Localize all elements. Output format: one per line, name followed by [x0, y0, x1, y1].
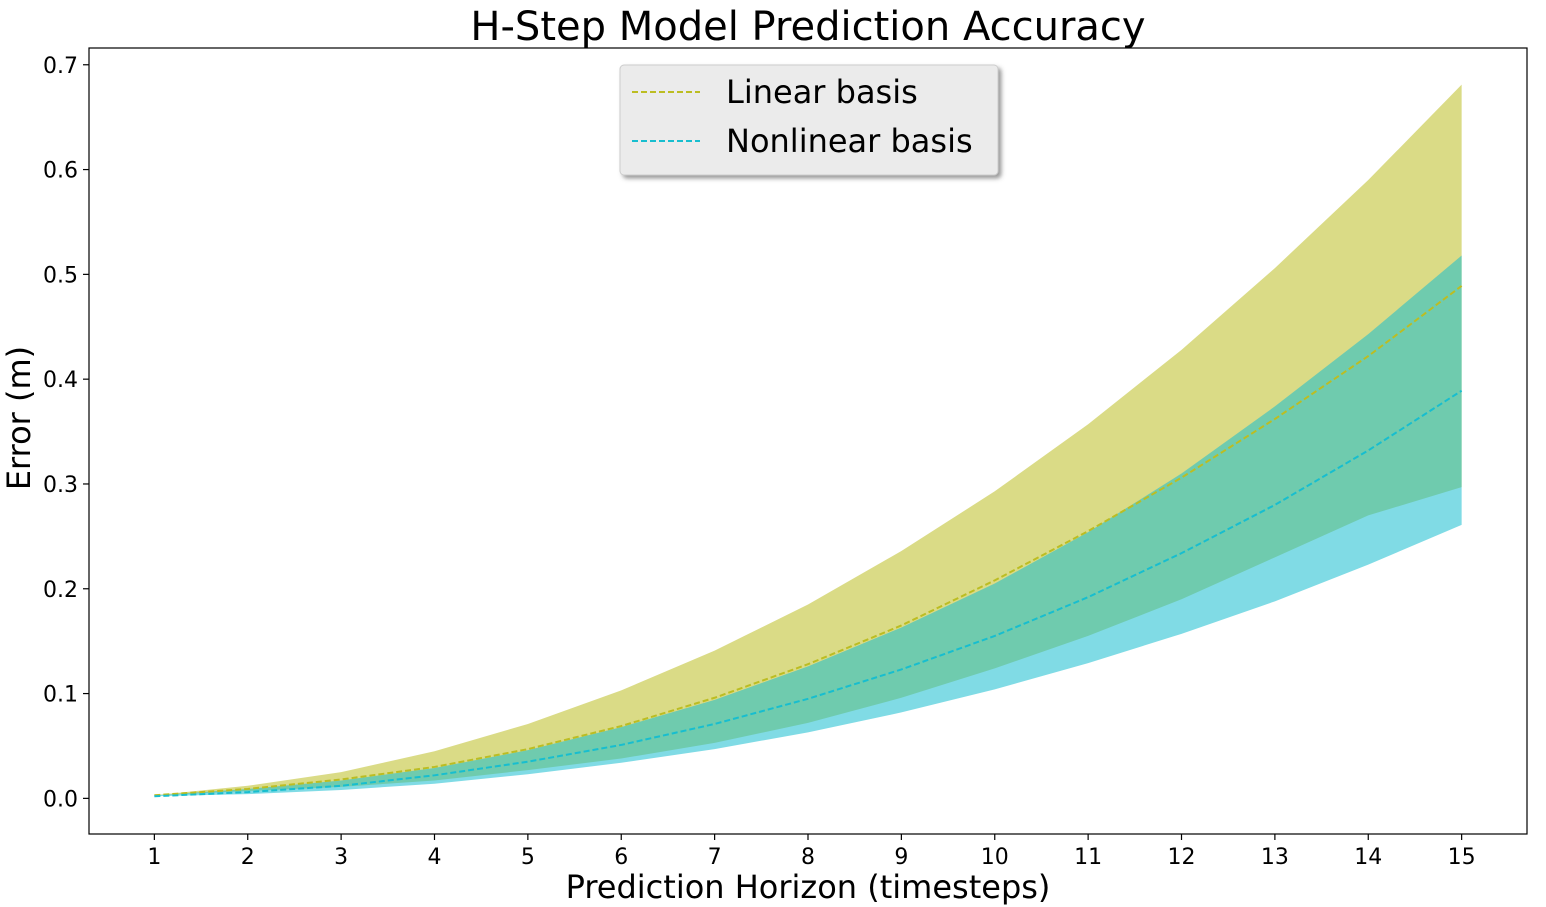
x-tick-label: 5	[521, 845, 535, 870]
legend-box	[619, 64, 999, 176]
x-axis-label: Prediction Horizon (timesteps)	[566, 868, 1051, 906]
legend-label-linear-basis: Linear basis	[726, 73, 918, 111]
line-linear-basis	[154, 285, 1463, 797]
y-tick-label: 0.5	[43, 263, 78, 288]
x-tick-label: 9	[894, 845, 908, 870]
y-tick-label: 0.2	[43, 578, 78, 603]
y-tick-label: 0.0	[43, 787, 78, 812]
x-tick-label: 15	[1448, 845, 1476, 870]
series-lines	[154, 285, 1463, 798]
legend: Linear basis Nonlinear basis	[619, 64, 999, 176]
x-tick-label: 13	[1261, 845, 1289, 870]
y-tick-label: 0.7	[43, 54, 78, 79]
x-tick-label: 6	[614, 845, 628, 870]
x-tick-label: 2	[241, 845, 255, 870]
x-axis-ticks: 1 2 3 4 5 6 7 8 9 10 11 12 13 14 15	[147, 834, 1476, 870]
x-tick-label: 11	[1074, 845, 1102, 870]
x-tick-label: 10	[981, 845, 1009, 870]
confidence-bands	[154, 84, 1462, 797]
x-tick-label: 8	[801, 845, 815, 870]
x-tick-label: 12	[1168, 845, 1196, 870]
band-nonlinear-basis	[154, 255, 1462, 797]
y-axis-ticks: 0.0 0.1 0.2 0.3 0.4 0.5 0.6 0.7	[43, 54, 89, 812]
x-tick-label: 3	[334, 845, 348, 870]
x-tick-label: 7	[708, 845, 722, 870]
y-tick-label: 0.1	[43, 683, 78, 708]
x-tick-label: 1	[147, 845, 161, 870]
x-tick-label: 14	[1354, 845, 1382, 870]
y-axis-label: Error (m)	[0, 346, 38, 490]
x-tick-label: 4	[427, 845, 441, 870]
y-tick-label: 0.4	[43, 368, 78, 393]
y-tick-label: 0.6	[43, 159, 78, 184]
legend-label-nonlinear-basis: Nonlinear basis	[726, 122, 973, 160]
line-nonlinear-basis	[154, 389, 1463, 798]
chart-title: H-Step Model Prediction Accuracy	[470, 4, 1145, 50]
y-tick-label: 0.3	[43, 473, 78, 498]
